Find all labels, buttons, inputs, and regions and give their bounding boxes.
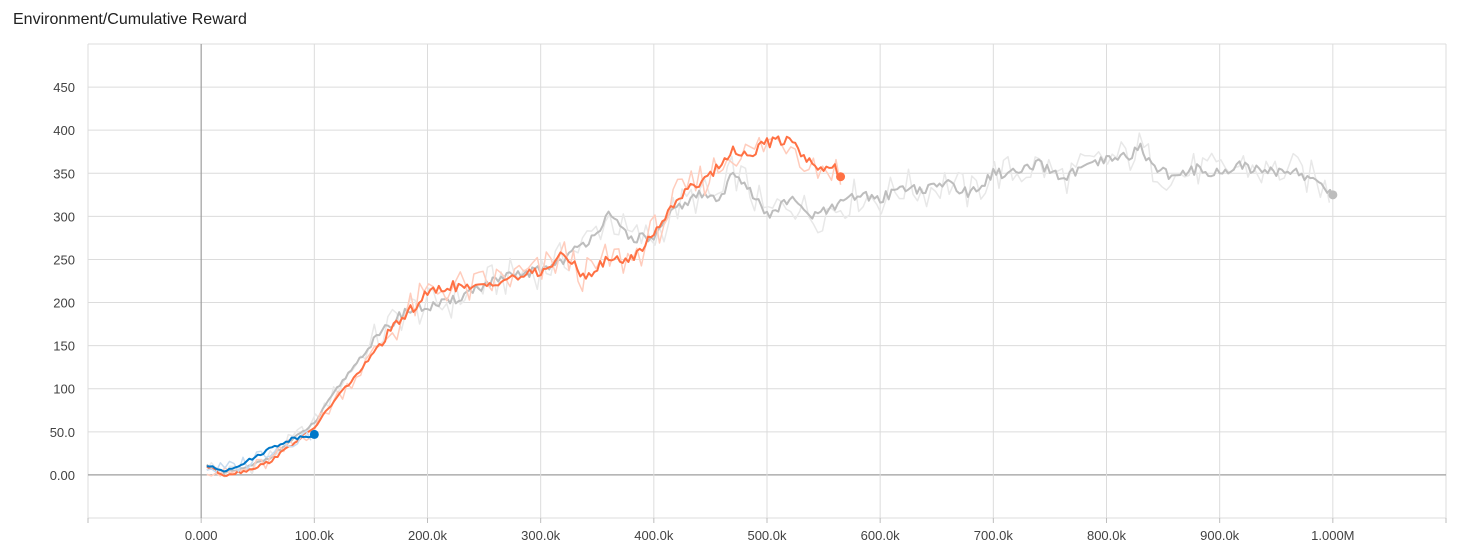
series-1-end-point xyxy=(836,172,846,182)
x-tick-label: 800.0k xyxy=(1087,528,1127,543)
series-1-raw-line xyxy=(206,136,842,477)
x-tick-label: 200.0k xyxy=(408,528,448,543)
y-tick-label: 350 xyxy=(53,166,75,181)
y-tick-label: 300 xyxy=(53,209,75,224)
series-2-raw-line xyxy=(206,430,312,473)
x-tick-label: 400.0k xyxy=(634,528,674,543)
y-tick-label: 450 xyxy=(53,80,75,95)
x-tick-label: 600.0k xyxy=(861,528,901,543)
x-tick-label: 300.0k xyxy=(521,528,561,543)
series-0-line xyxy=(206,142,1334,475)
y-tick-label: 250 xyxy=(53,252,75,267)
x-tick-label: 900.0k xyxy=(1200,528,1240,543)
series-1-line xyxy=(206,135,841,477)
series-0-raw-line xyxy=(206,132,1331,478)
chart-title: Environment/Cumulative Reward xyxy=(13,11,247,28)
x-tick-label: 0.000 xyxy=(185,528,218,543)
y-tick-label: 200 xyxy=(53,296,75,311)
x-tick-label: 700.0k xyxy=(974,528,1014,543)
y-tick-label: 150 xyxy=(53,339,75,354)
y-tick-label: 0.00 xyxy=(50,468,75,483)
x-tick-label: 100.0k xyxy=(295,528,335,543)
x-tick-label: 1.000M xyxy=(1311,528,1354,543)
series-2-end-point xyxy=(309,429,319,439)
series-2-line xyxy=(206,433,315,473)
y-tick-label: 50.0 xyxy=(50,425,75,440)
y-tick-label: 100 xyxy=(53,382,75,397)
x-tick-label: 500.0k xyxy=(747,528,787,543)
y-tick-label: 400 xyxy=(53,123,75,138)
series-0-end-point xyxy=(1328,190,1338,200)
